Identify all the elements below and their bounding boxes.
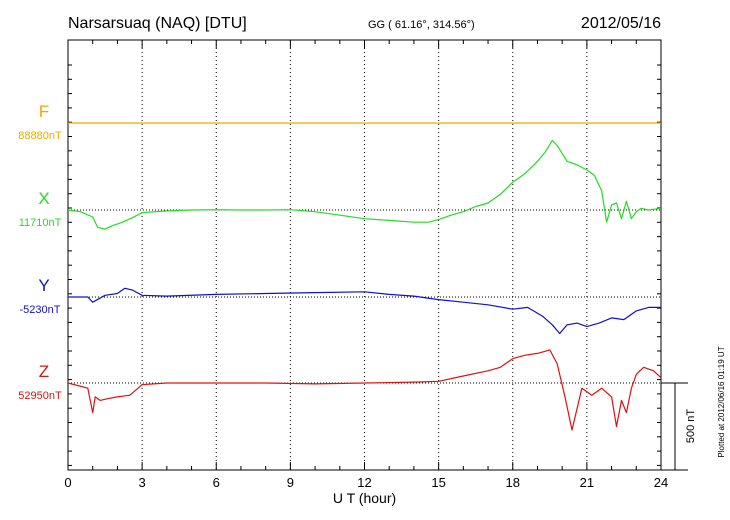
- series-line-x: [67, 139, 662, 230]
- series-line-y: [68, 287, 661, 335]
- series-name-z: Z: [39, 362, 49, 381]
- scale-bar-label: 500 nT: [685, 409, 697, 444]
- plotted-note: Plotted at 2012/06/16 01:19 UT: [717, 346, 726, 457]
- series-lines: [67, 122, 662, 431]
- chart-date: 2012/05/16: [581, 15, 661, 32]
- scale-bar: 500 nT: [661, 382, 697, 471]
- x-tick-label: 18: [506, 475, 520, 490]
- series-name-y: Y: [38, 276, 49, 295]
- series-labels: F 88880nT X 11710nT Y -5230nT Z 52950nT: [18, 102, 62, 402]
- x-tick-label: 9: [287, 475, 294, 490]
- x-tick-labels: 0 3 6 9 12 15 18 21 24: [64, 475, 668, 490]
- x-tick-label: 0: [64, 475, 71, 490]
- series-name-f: F: [39, 102, 49, 121]
- x-axis-label: U T (hour): [333, 490, 396, 506]
- grid-lines: [141, 40, 588, 470]
- series-baseline-value-y: -5230nT: [20, 304, 61, 316]
- chart-title: Narsarsuaq (NAQ) [DTU]: [68, 15, 247, 32]
- station-coords: GG ( 61.16°, 314.56°): [368, 19, 475, 31]
- x-tick-label: 15: [431, 475, 445, 490]
- x-tick-label: 6: [213, 475, 220, 490]
- axis-ticks: [67, 40, 662, 470]
- x-tick-label: 21: [580, 475, 594, 490]
- x-tick-label: 3: [139, 475, 146, 490]
- series-baseline-value-z: 52950nT: [18, 390, 62, 402]
- series-baseline-value-x: 11710nT: [19, 217, 62, 229]
- series-baseline-value-f: 88880nT: [18, 130, 62, 142]
- x-tick-label: 12: [357, 475, 371, 490]
- x-tick-label: 24: [654, 475, 668, 490]
- series-name-x: X: [38, 189, 49, 208]
- series-line-z: [67, 349, 662, 431]
